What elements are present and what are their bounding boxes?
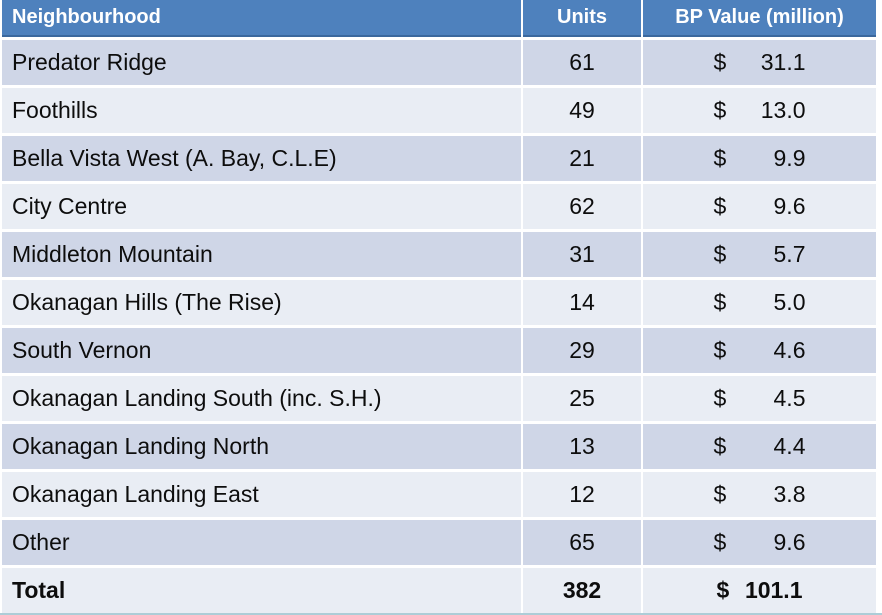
neighbourhood-cell: Middleton Mountain — [2, 232, 521, 277]
bp-amount: 4.4 — [773, 433, 806, 459]
dollar-sign: $ — [713, 49, 727, 75]
bp-value-cell: $ 4.4 — [643, 424, 876, 469]
total-bp-amount: 101.1 — [744, 577, 803, 603]
units-cell: 65 — [523, 520, 641, 565]
bp-amount: 9.9 — [773, 145, 806, 171]
total-label-cell: Total — [2, 568, 521, 613]
total-bp-value-cell: $ 101.1 — [643, 568, 876, 613]
bp-value-cell: $ 9.6 — [643, 520, 876, 565]
neighbourhood-cell: Okanagan Landing South (inc. S.H.) — [2, 376, 521, 421]
bp-value-cell: $ 9.6 — [643, 184, 876, 229]
dollar-sign: $ — [713, 337, 727, 363]
units-cell: 62 — [523, 184, 641, 229]
units-cell: 13 — [523, 424, 641, 469]
bp-value-cell: $ 4.5 — [643, 376, 876, 421]
neighbourhood-cell: Bella Vista West (A. Bay, C.L.E) — [2, 136, 521, 181]
bp-value-cell: $ 3.8 — [643, 472, 876, 517]
dollar-sign: $ — [713, 193, 727, 219]
dollar-sign: $ — [713, 385, 727, 411]
header-neighbourhood: Neighbourhood — [2, 0, 521, 37]
bp-value-cell: $ 5.0 — [643, 280, 876, 325]
units-cell: 61 — [523, 40, 641, 85]
neighbourhood-cell: Okanagan Landing North — [2, 424, 521, 469]
neighbourhood-cell: Other — [2, 520, 521, 565]
neighbourhood-cell: Okanagan Landing East — [2, 472, 521, 517]
bp-amount: 5.7 — [773, 241, 806, 267]
bp-amount: 9.6 — [773, 529, 806, 555]
bp-value-cell: $ 5.7 — [643, 232, 876, 277]
dollar-sign: $ — [713, 433, 727, 459]
bp-amount: 4.6 — [773, 337, 806, 363]
bp-value-cell: $ 9.9 — [643, 136, 876, 181]
dollar-sign: $ — [713, 97, 727, 123]
neighbourhood-cell: Foothills — [2, 88, 521, 133]
bp-amount: 31.1 — [760, 49, 806, 75]
header-bp-value: BP Value (million) — [643, 0, 876, 37]
total-units-cell: 382 — [523, 568, 641, 613]
neighbourhood-cell: Predator Ridge — [2, 40, 521, 85]
neighbourhood-cell: City Centre — [2, 184, 521, 229]
bp-value-cell: $ 4.6 — [643, 328, 876, 373]
neighbourhood-cell: Okanagan Hills (The Rise) — [2, 280, 521, 325]
header-units: Units — [523, 0, 641, 37]
units-cell: 12 — [523, 472, 641, 517]
units-cell: 29 — [523, 328, 641, 373]
dollar-sign: $ — [716, 577, 730, 603]
dollar-sign: $ — [713, 145, 727, 171]
units-cell: 21 — [523, 136, 641, 181]
bp-amount: 3.8 — [773, 481, 806, 507]
units-cell: 31 — [523, 232, 641, 277]
dollar-sign: $ — [713, 241, 727, 267]
dollar-sign: $ — [713, 529, 727, 555]
units-cell: 14 — [523, 280, 641, 325]
dollar-sign: $ — [713, 481, 727, 507]
units-cell: 49 — [523, 88, 641, 133]
bp-amount: 9.6 — [773, 193, 806, 219]
neighbourhood-cell: South Vernon — [2, 328, 521, 373]
units-cell: 25 — [523, 376, 641, 421]
bp-value-cell: $ 31.1 — [643, 40, 876, 85]
dollar-sign: $ — [713, 289, 727, 315]
table-bottom-border — [0, 613, 882, 615]
bp-value-cell: $ 13.0 — [643, 88, 876, 133]
bp-amount: 4.5 — [773, 385, 806, 411]
bp-amount: 5.0 — [773, 289, 806, 315]
bp-amount: 13.0 — [760, 97, 806, 123]
